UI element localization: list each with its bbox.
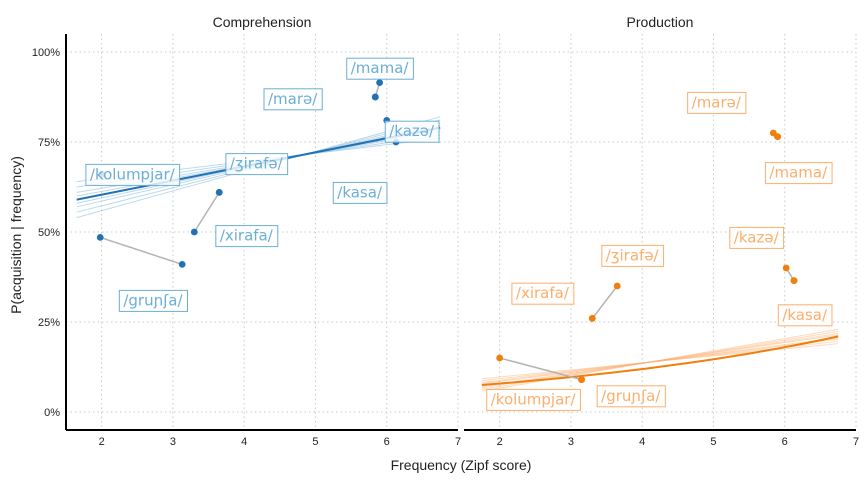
word-label-box (486, 388, 581, 411)
word-label-text: /marə/ (692, 93, 742, 111)
word-label-box (764, 162, 833, 185)
word-label: /mama/ (764, 162, 833, 185)
word-label-text: /kasa/ (337, 183, 383, 201)
word-label: /kazə/ (729, 226, 785, 249)
data-point (613, 282, 621, 290)
trend-sample-line (481, 328, 839, 392)
word-label: /kasa/ (332, 181, 388, 204)
y-tick-label: 100% (32, 47, 60, 59)
trend-line (481, 335, 839, 386)
data-point (376, 79, 383, 86)
data-point (774, 133, 781, 141)
data-point (588, 315, 596, 322)
word-label: /marə/ (687, 91, 747, 114)
trend-sample-line (481, 343, 839, 380)
x-tick-label: 4 (639, 436, 645, 448)
word-label-text: /kazə/ (734, 228, 780, 246)
data-point (371, 93, 379, 101)
data-point (782, 264, 790, 272)
word-label: /xirafa/ (511, 282, 575, 305)
word-label-box (225, 153, 289, 176)
x-tick-label: 5 (312, 436, 318, 448)
word-label-box (687, 91, 747, 114)
y-axis-title: P(acquisition | frequency) (8, 156, 24, 314)
connector-line (193, 192, 220, 233)
word-label-box (332, 181, 388, 204)
word-label-box (511, 282, 575, 305)
word-label-box (596, 385, 666, 408)
x-tick-label: 5 (710, 436, 716, 448)
trend-sample-line (481, 333, 839, 389)
word-label-text: /gruɲʃa/ (601, 387, 661, 405)
y-tick-label: 50% (38, 227, 60, 239)
word-label-box (729, 226, 785, 249)
word-label-box (118, 289, 189, 312)
word-label-box (85, 163, 181, 186)
data-point (190, 228, 198, 236)
word-label: /gruɲʃa/ (596, 385, 666, 408)
x-tick-label: 6 (782, 436, 788, 448)
word-label-text: /kazə/ (389, 122, 435, 140)
panel-production: Production/marə/ /mama/ /kazə/ /kasa/ /ʒiraf… (464, 14, 859, 448)
panels-layer: Comprehension/mama/ /marə/ /kazə/ /kasa/ /ʒi… (32, 14, 859, 448)
word-label: /marə/ (263, 88, 323, 111)
word-label: /kasa/ (777, 304, 833, 327)
connector-line (591, 285, 618, 319)
trend-sample-line (481, 337, 839, 385)
word-label: /ʒirafə/ (225, 153, 289, 176)
connector-line (499, 357, 582, 381)
word-label-text: /kolumpjar/ (491, 390, 577, 408)
x-tick-label: 3 (170, 436, 176, 448)
word-label-box (777, 304, 833, 327)
trend-sample-line (481, 338, 839, 383)
x-tick-label: 3 (568, 436, 574, 448)
x-tick-label: 2 (99, 436, 105, 448)
data-point (215, 189, 223, 196)
word-label: /kolumpjar/ (85, 163, 181, 186)
word-label-text: /gruɲʃa/ (123, 291, 183, 309)
word-label-text: /xirafa/ (516, 284, 570, 302)
word-label-box (263, 88, 323, 111)
word-label: /gruɲʃa/ (118, 289, 189, 312)
x-tick-label: 6 (384, 436, 390, 448)
word-label-box (215, 225, 279, 248)
x-tick-label: 7 (853, 436, 859, 448)
word-label-text: /kolumpjar/ (90, 165, 176, 183)
trend-sample-line (481, 334, 839, 387)
panel-comprehension: Comprehension/mama/ /marə/ /kazə/ /kasa/ /ʒi… (32, 14, 461, 448)
word-label-text: /xirafa/ (220, 227, 274, 245)
word-label-text: /ʒirafə/ (606, 246, 660, 264)
panel-title: Comprehension (213, 14, 312, 30)
word-label-text: /marə/ (268, 90, 318, 108)
word-label-box (601, 244, 665, 267)
word-label: /kolumpjar/ (486, 388, 581, 411)
x-axis-title: Frequency (Zipf score) (391, 457, 532, 473)
y-tick-label: 25% (38, 317, 60, 329)
y-tick-label: 0% (44, 407, 60, 419)
word-label: /mama/ (346, 57, 414, 80)
word-label: /ʒirafə/ (601, 244, 665, 267)
x-tick-label: 2 (497, 436, 503, 448)
data-point (178, 261, 186, 268)
panel-title: Production (627, 14, 694, 30)
word-label-box (346, 57, 414, 80)
x-tick-label: 7 (455, 436, 461, 448)
x-tick-label: 4 (241, 436, 247, 448)
word-label-text: /kasa/ (782, 306, 828, 324)
word-label-text: /mama/ (769, 164, 828, 182)
data-point (790, 277, 798, 284)
word-label-box (384, 120, 440, 143)
data-point (96, 234, 104, 241)
data-point (496, 354, 504, 362)
word-label-text: /ʒirafə/ (230, 155, 284, 173)
data-point (578, 376, 585, 383)
word-label: /kazə/ (384, 120, 440, 143)
connector-line (99, 236, 183, 266)
word-label: /xirafa/ (215, 225, 279, 248)
word-label-text: /mama/ (351, 59, 410, 77)
y-tick-label: 75% (38, 137, 60, 149)
